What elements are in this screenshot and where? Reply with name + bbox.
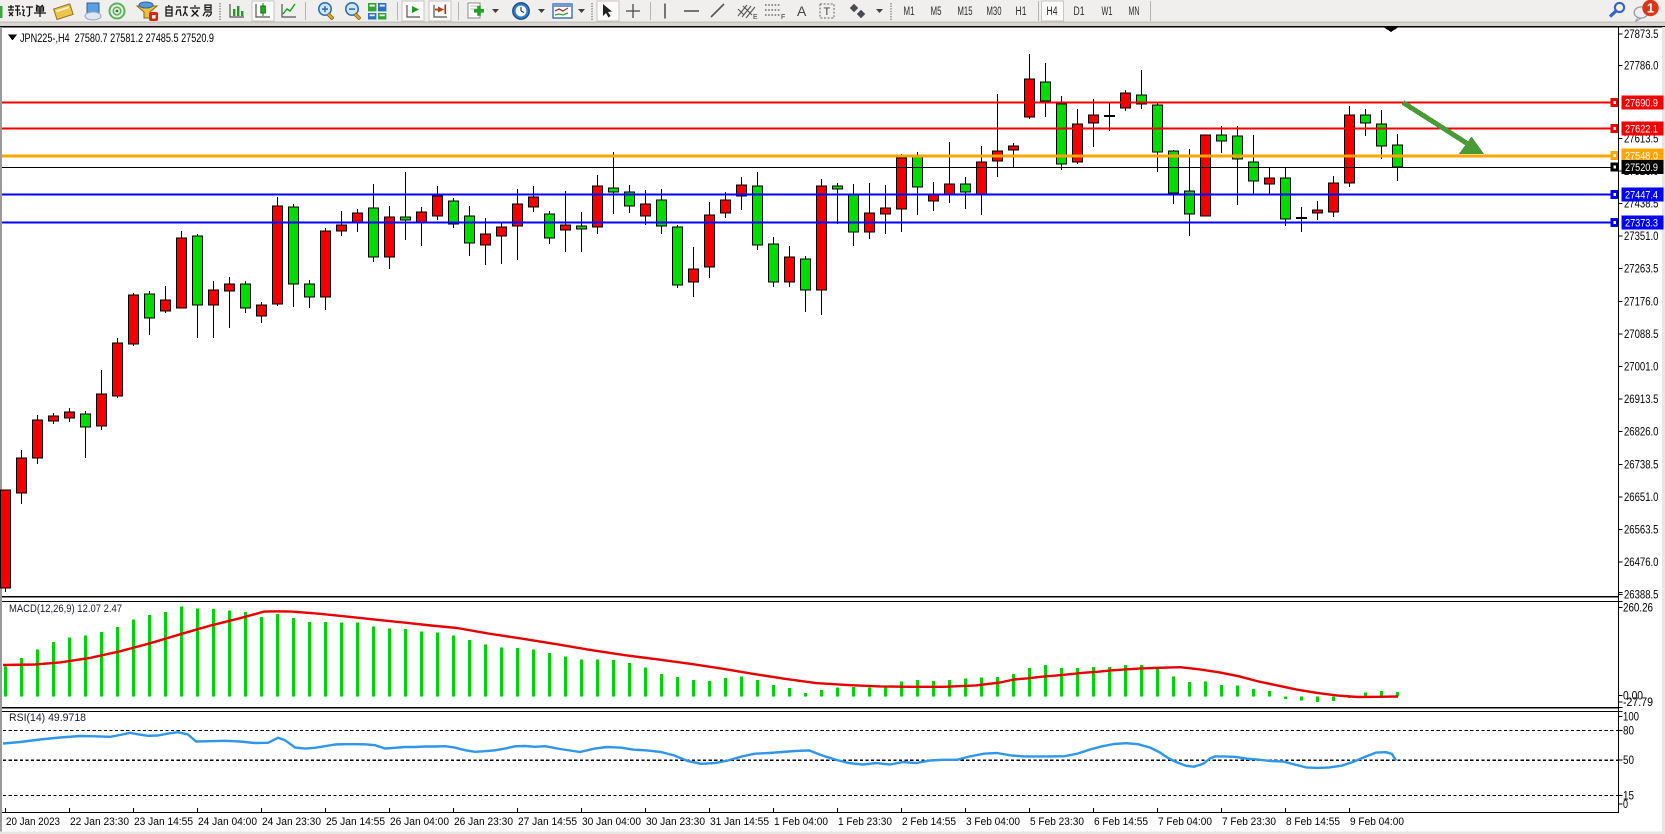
svg-text:30 Jan 04:00: 30 Jan 04:00 [582, 816, 641, 828]
svg-text:26563.5: 26563.5 [1624, 525, 1659, 537]
svg-text:M30: M30 [987, 6, 1002, 18]
svg-text:26651.0: 26651.0 [1624, 492, 1659, 504]
svg-text:M5: M5 [931, 6, 942, 18]
svg-text:T: T [824, 6, 831, 18]
svg-text:26738.5: 26738.5 [1624, 459, 1659, 471]
svg-text:27622.1: 27622.1 [1625, 124, 1658, 136]
svg-text:25 Jan 14:55: 25 Jan 14:55 [326, 816, 385, 828]
svg-text:100: 100 [1623, 712, 1639, 724]
svg-text:5 Feb 23:30: 5 Feb 23:30 [1030, 816, 1084, 828]
svg-text:24 Jan 04:00: 24 Jan 04:00 [198, 816, 257, 828]
svg-text:RSI(14) 49.9718: RSI(14) 49.9718 [9, 712, 86, 724]
svg-text:20 Jan 2023: 20 Jan 2023 [6, 816, 60, 828]
svg-text:27447.4: 27447.4 [1625, 190, 1658, 202]
svg-text:7 Feb 23:30: 7 Feb 23:30 [1222, 816, 1276, 828]
svg-text:27373.3: 27373.3 [1625, 218, 1658, 230]
svg-text:27786.0: 27786.0 [1624, 61, 1659, 73]
svg-text:26826.0: 26826.0 [1624, 427, 1659, 439]
svg-text:27 Jan 14:55: 27 Jan 14:55 [518, 816, 577, 828]
svg-text:27001.0: 27001.0 [1624, 362, 1659, 374]
svg-text:D1: D1 [1074, 6, 1085, 18]
svg-text:26 Jan 23:30: 26 Jan 23:30 [454, 816, 513, 828]
svg-text:8 Feb 14:55: 8 Feb 14:55 [1286, 816, 1340, 828]
svg-text:23 Jan 14:55: 23 Jan 14:55 [134, 816, 193, 828]
svg-text:15: 15 [1623, 790, 1634, 802]
svg-text:-27.79: -27.79 [1623, 697, 1653, 709]
svg-text:JPN225-,H4 27580.7 27581.2 27: JPN225-,H4 27580.7 27581.2 27485.5 27520… [20, 31, 214, 45]
svg-text:1 Feb 04:00: 1 Feb 04:00 [774, 816, 828, 828]
svg-text:M1: M1 [904, 6, 915, 18]
svg-text:F: F [781, 14, 785, 21]
svg-text:M15: M15 [958, 6, 973, 18]
svg-text:27263.5: 27263.5 [1624, 264, 1659, 276]
svg-text:9 Feb 04:00: 9 Feb 04:00 [1350, 816, 1404, 828]
svg-text:27548.0: 27548.0 [1625, 151, 1658, 163]
svg-text:260.26: 260.26 [1623, 602, 1653, 614]
svg-text:W1: W1 [1102, 6, 1113, 18]
svg-text:1 Feb 23:30: 1 Feb 23:30 [838, 816, 892, 828]
svg-text:26476.0: 26476.0 [1624, 557, 1659, 569]
svg-text:MN: MN [1129, 6, 1140, 18]
svg-text:0: 0 [1623, 799, 1628, 811]
svg-text:50: 50 [1623, 755, 1634, 767]
svg-text:A: A [797, 3, 807, 19]
svg-text:27873.5: 27873.5 [1624, 29, 1659, 41]
svg-text:H1: H1 [1016, 6, 1027, 18]
svg-text:26913.5: 26913.5 [1624, 394, 1659, 406]
svg-text:27520.9: 27520.9 [1625, 162, 1658, 174]
svg-text:MACD(12,26,9) 12.07 2.47: MACD(12,26,9) 12.07 2.47 [9, 603, 122, 615]
svg-text:22 Jan 23:30: 22 Jan 23:30 [70, 816, 129, 828]
svg-text:27088.5: 27088.5 [1624, 329, 1659, 341]
svg-text:6 Feb 14:55: 6 Feb 14:55 [1094, 816, 1148, 828]
svg-text:E: E [753, 14, 758, 21]
svg-text:80: 80 [1623, 725, 1634, 737]
svg-text:1: 1 [1647, 1, 1654, 16]
svg-text:2 Feb 14:55: 2 Feb 14:55 [902, 816, 956, 828]
svg-text:31 Jan 14:55: 31 Jan 14:55 [710, 816, 769, 828]
svg-text:3 Feb 04:00: 3 Feb 04:00 [966, 816, 1020, 828]
svg-text:26 Jan 04:00: 26 Jan 04:00 [390, 816, 449, 828]
svg-text:27176.0: 27176.0 [1624, 296, 1659, 308]
svg-text:27690.9: 27690.9 [1625, 98, 1658, 110]
svg-text:27351.0: 27351.0 [1624, 231, 1659, 243]
svg-text:H4: H4 [1047, 6, 1058, 18]
svg-text:0.00: 0.00 [1623, 691, 1643, 703]
svg-text:26388.5: 26388.5 [1624, 590, 1659, 602]
svg-text:27613.5: 27613.5 [1624, 133, 1659, 145]
svg-text:30 Jan 23:30: 30 Jan 23:30 [646, 816, 705, 828]
svg-text:24 Jan 23:30: 24 Jan 23:30 [262, 816, 321, 828]
svg-text:7 Feb 04:00: 7 Feb 04:00 [1158, 816, 1212, 828]
